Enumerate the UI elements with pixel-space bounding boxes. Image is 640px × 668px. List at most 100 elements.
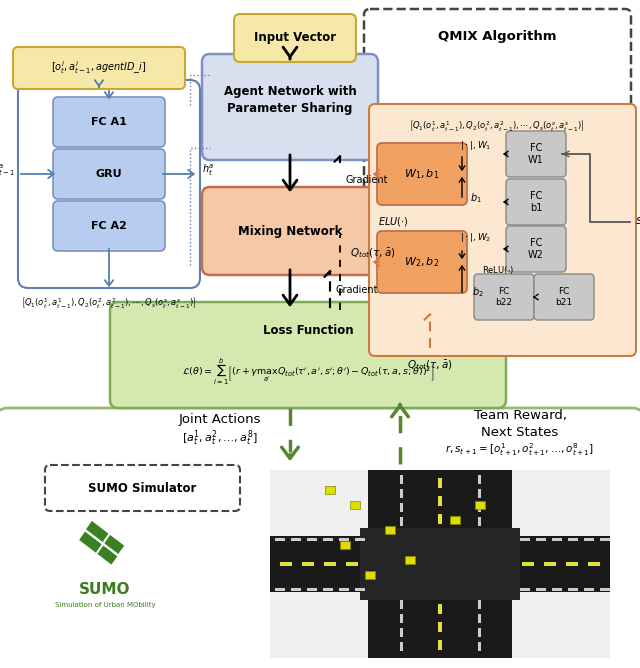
FancyBboxPatch shape: [534, 274, 594, 320]
FancyBboxPatch shape: [202, 54, 378, 160]
Bar: [478, 642, 481, 651]
Bar: [324, 562, 336, 566]
Text: $b_2$: $b_2$: [472, 285, 484, 299]
Text: Mixing Network: Mixing Network: [238, 224, 342, 238]
FancyBboxPatch shape: [506, 131, 566, 177]
Text: $|\cdot|,W_1$: $|\cdot|,W_1$: [460, 138, 492, 152]
Text: $h_{t-1}^a$: $h_{t-1}^a$: [0, 162, 15, 178]
Bar: [400, 628, 403, 637]
FancyBboxPatch shape: [506, 226, 566, 272]
Bar: [340, 541, 350, 549]
Text: Loss Function: Loss Function: [262, 323, 353, 337]
Bar: [275, 538, 285, 541]
Bar: [478, 517, 481, 526]
Bar: [339, 588, 349, 591]
FancyBboxPatch shape: [0, 408, 640, 668]
Text: FC
W1: FC W1: [528, 143, 544, 165]
Bar: [405, 556, 415, 564]
Bar: [584, 588, 594, 591]
Text: $ELU(\cdot)$: $ELU(\cdot)$: [378, 216, 408, 228]
Bar: [438, 496, 442, 506]
FancyBboxPatch shape: [53, 97, 165, 147]
Text: $Q_{tot}(\tau,\bar{a})$: $Q_{tot}(\tau,\bar{a})$: [407, 358, 453, 372]
Polygon shape: [79, 532, 117, 564]
Bar: [438, 622, 442, 632]
Bar: [450, 516, 460, 524]
Bar: [323, 588, 333, 591]
Bar: [478, 503, 481, 512]
Text: Input Vector: Input Vector: [254, 31, 336, 45]
Text: $W_1,b_1$: $W_1,b_1$: [404, 167, 440, 181]
Bar: [355, 588, 365, 591]
Bar: [346, 562, 358, 566]
FancyBboxPatch shape: [369, 104, 636, 356]
Bar: [385, 526, 395, 534]
Bar: [512, 470, 610, 536]
Bar: [302, 562, 314, 566]
FancyBboxPatch shape: [110, 302, 506, 408]
Bar: [307, 538, 317, 541]
Bar: [307, 588, 317, 591]
Bar: [400, 489, 403, 498]
Bar: [520, 588, 530, 591]
FancyBboxPatch shape: [53, 201, 165, 251]
Text: QMIX Algorithm: QMIX Algorithm: [438, 30, 556, 43]
FancyBboxPatch shape: [474, 274, 534, 320]
Bar: [280, 562, 292, 566]
Text: $W_2,b_2$: $W_2,b_2$: [404, 255, 440, 269]
Bar: [478, 614, 481, 623]
Text: SUMO Simulator: SUMO Simulator: [88, 482, 196, 494]
Bar: [522, 562, 534, 566]
FancyBboxPatch shape: [13, 47, 185, 89]
Text: $\mathcal{L}(\theta)=\sum_{i=1}^{b}\left[(r+\gamma\max_{a^{\prime}}Q_{tot}(\tau^: $\mathcal{L}(\theta)=\sum_{i=1}^{b}\left…: [182, 357, 435, 387]
Text: GRU: GRU: [96, 169, 122, 179]
Bar: [323, 538, 333, 541]
Bar: [275, 588, 285, 591]
FancyBboxPatch shape: [0, 0, 640, 418]
Bar: [536, 538, 546, 541]
Text: SUMO: SUMO: [79, 582, 131, 597]
Bar: [350, 501, 360, 509]
FancyBboxPatch shape: [377, 143, 467, 205]
FancyBboxPatch shape: [364, 9, 631, 196]
Polygon shape: [86, 521, 124, 554]
Bar: [568, 588, 578, 591]
Bar: [365, 571, 375, 579]
Bar: [291, 588, 301, 591]
FancyBboxPatch shape: [202, 187, 378, 275]
Text: Agent Network with
Parameter Sharing: Agent Network with Parameter Sharing: [223, 85, 356, 115]
Text: $h_t^a$: $h_t^a$: [202, 162, 214, 178]
Text: Gradient: Gradient: [336, 285, 378, 295]
Bar: [536, 588, 546, 591]
Bar: [270, 470, 368, 536]
FancyBboxPatch shape: [45, 465, 240, 511]
Text: FC A1: FC A1: [91, 117, 127, 127]
Text: FC A2: FC A2: [91, 221, 127, 231]
Text: $\left[Q_1(o_t^1,a_{t-1}^1),Q_2(o_t^2,a_{t-1}^2),\cdots,Q_s(o_t^s,a_{t-1}^s)\rig: $\left[Q_1(o_t^1,a_{t-1}^1),Q_2(o_t^2,a_…: [410, 118, 585, 133]
Bar: [600, 538, 610, 541]
Text: $\mathrm{ReLU}(\cdot)$: $\mathrm{ReLU}(\cdot)$: [482, 264, 514, 276]
Bar: [475, 501, 485, 509]
Text: Team Reward,: Team Reward,: [474, 409, 566, 422]
FancyBboxPatch shape: [506, 179, 566, 225]
Text: $r, s_{t+1}=[o_{t+1}^1,o_{t+1}^2,\ldots,o_{t+1}^8]$: $r, s_{t+1}=[o_{t+1}^1,o_{t+1}^2,\ldots,…: [445, 442, 595, 458]
Bar: [438, 604, 442, 614]
Bar: [438, 478, 442, 488]
Bar: [600, 588, 610, 591]
Text: Gradient: Gradient: [346, 175, 388, 185]
Text: $s_t$: $s_t$: [635, 216, 640, 228]
Text: FC
W2: FC W2: [528, 238, 544, 260]
Text: FC
b22: FC b22: [495, 287, 513, 307]
Text: FC
b21: FC b21: [556, 287, 573, 307]
Text: $\left[Q_1(o_t^1,a_{t-1}^1),Q_2(o_t^2,a_{t-1}^2),\cdots,Q_s(o_t^s,a_{t-1}^s)\rig: $\left[Q_1(o_t^1,a_{t-1}^1),Q_2(o_t^2,a_…: [21, 295, 196, 309]
Bar: [512, 592, 610, 658]
Bar: [438, 640, 442, 650]
Bar: [325, 486, 335, 494]
Bar: [552, 538, 562, 541]
Bar: [552, 588, 562, 591]
Text: FC
b1: FC b1: [530, 191, 542, 213]
FancyBboxPatch shape: [53, 149, 165, 199]
Bar: [520, 538, 530, 541]
Text: $b_1$: $b_1$: [470, 191, 482, 205]
Bar: [478, 475, 481, 484]
